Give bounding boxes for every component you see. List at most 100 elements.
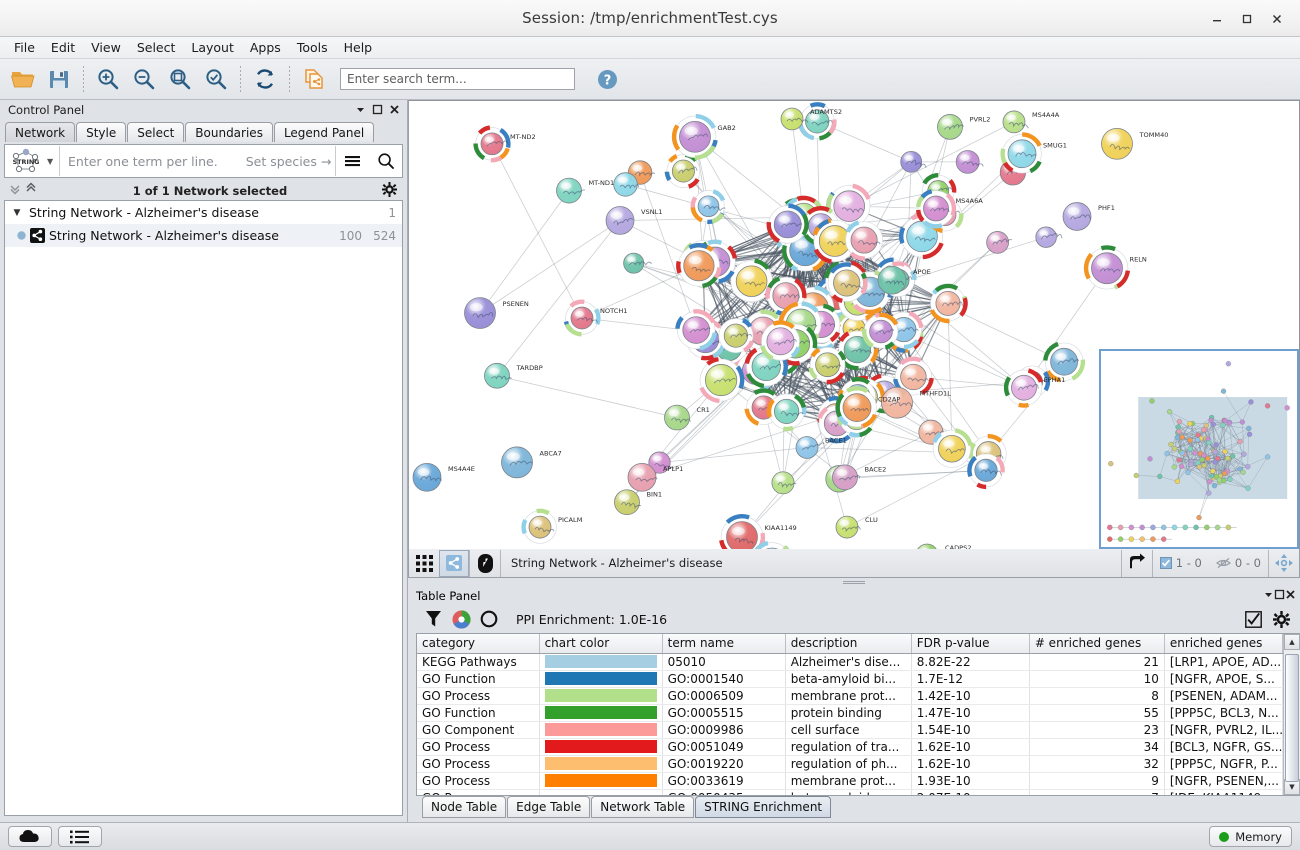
tab-string-enrichment[interactable]: STRING Enrichment	[695, 796, 832, 818]
menu-tools[interactable]: Tools	[296, 40, 328, 55]
maximize-button[interactable]	[1232, 4, 1262, 34]
tab-node-table[interactable]: Node Table	[422, 796, 507, 818]
birds-eye-view[interactable]	[1099, 349, 1299, 549]
table-row[interactable]: GO Function GO:0005515 protein binding 1.47…	[417, 704, 1283, 722]
tab-network-table[interactable]: Network Table	[591, 796, 695, 818]
refresh-icon[interactable]	[248, 62, 282, 96]
network-list-empty-area	[5, 247, 402, 815]
set-species-link[interactable]: Set species →	[245, 153, 332, 169]
tab-network[interactable]: Network	[5, 122, 76, 142]
tab-legend-panel[interactable]: Legend Panel	[273, 122, 375, 142]
table-row[interactable]: KEGG Pathways 05010 Alzheimer's dise... 8.8…	[417, 653, 1283, 671]
scroll-up-arrow-icon[interactable]: ▲	[1284, 634, 1300, 650]
minimize-button[interactable]	[1202, 4, 1232, 34]
close-icon[interactable]	[386, 102, 403, 118]
collapse-all-icon[interactable]	[8, 182, 22, 199]
gear-icon[interactable]	[382, 181, 397, 200]
table-row[interactable]: GO Process GO:0006509 membrane prot... 1.42…	[417, 687, 1283, 705]
network-group-row[interactable]: ▼ String Network - Alzheimer's disease 1	[5, 201, 402, 224]
col-term-name[interactable]: term name	[662, 634, 786, 654]
string-logo-icon[interactable]: STRING	[5, 145, 47, 177]
fit-content-icon[interactable]	[1269, 550, 1299, 577]
task-list-icon[interactable]	[58, 826, 102, 847]
ring-chart-icon[interactable]	[478, 608, 500, 630]
enrichment-table[interactable]: category chart color term name descripti…	[417, 634, 1283, 795]
gear-icon[interactable]	[1270, 608, 1292, 630]
cell-enriched-genes: [PSENEN, ADAM...	[1164, 687, 1283, 705]
scrollbar-thumb[interactable]	[1285, 654, 1299, 782]
table-vertical-scrollbar[interactable]: ▲ ▼	[1283, 634, 1300, 795]
expand-all-icon[interactable]	[24, 182, 38, 199]
zoom-fit-icon[interactable]	[163, 62, 197, 96]
grid-view-icon[interactable]	[409, 550, 439, 577]
table-row[interactable]: GO Process GO:0051049 regulation of tra...…	[417, 738, 1283, 756]
menu-help[interactable]: Help	[343, 40, 373, 55]
cell-chart-color	[539, 670, 663, 688]
zoom-out-icon[interactable]	[127, 62, 161, 96]
color-swatch	[544, 706, 657, 719]
table-row[interactable]: GO Function GO:0001540 beta-amyloid bi... 1…	[417, 670, 1283, 688]
svg-text:CADPS2: CADPS2	[945, 544, 972, 549]
col-chart-color[interactable]: chart color	[539, 634, 663, 654]
close-button[interactable]	[1262, 4, 1292, 34]
network-item-row[interactable]: String Network - Alzheimer's disease 100…	[5, 224, 402, 247]
float-panel-icon[interactable]	[369, 102, 386, 118]
open-folder-icon[interactable]	[6, 62, 40, 96]
color-swatch	[544, 757, 657, 770]
tab-select[interactable]: Select	[127, 122, 185, 142]
checkbox-checked-icon[interactable]	[1242, 608, 1264, 630]
close-icon[interactable]	[1285, 589, 1296, 603]
cloud-icon[interactable]	[8, 826, 52, 847]
col-enriched-genes[interactable]: enriched genes	[1164, 634, 1283, 654]
chevron-down-icon[interactable]	[352, 102, 369, 118]
help-icon[interactable]: ?	[590, 62, 624, 96]
annotation-icon[interactable]	[470, 550, 500, 577]
menu-view[interactable]: View	[91, 40, 121, 55]
birds-eye-canvas[interactable]	[1101, 351, 1297, 547]
table-row[interactable]: GO Process GO:0019220 regulation of ph... 1…	[417, 755, 1283, 773]
menu-edit[interactable]: Edit	[50, 40, 76, 55]
table-row[interactable]: GO Component GO:0009986 cell surface 1.54E-…	[417, 721, 1283, 739]
cell-term-name: GO:0006509	[662, 687, 786, 705]
chevron-down-icon[interactable]	[1263, 589, 1274, 603]
expand-arrow-icon[interactable]: ▼	[13, 207, 21, 218]
tab-boundaries[interactable]: Boundaries	[185, 122, 273, 142]
zoom-selected-icon[interactable]	[199, 62, 233, 96]
menu-layout[interactable]: Layout	[191, 40, 234, 55]
zoom-in-icon[interactable]	[91, 62, 125, 96]
enrichment-table-scroll[interactable]: category chart color term name descripti…	[417, 634, 1283, 795]
magnifier-icon[interactable]	[369, 145, 402, 177]
hamburger-menu-icon[interactable]	[336, 145, 369, 177]
export-network-icon[interactable]	[297, 62, 331, 96]
menu-select[interactable]: Select	[136, 40, 176, 55]
chevron-down-icon[interactable]: ▼	[47, 156, 54, 166]
tab-style[interactable]: Style	[76, 122, 127, 142]
filter-icon[interactable]	[422, 608, 444, 630]
network-list[interactable]: ▼ String Network - Alzheimer's disease 1	[4, 200, 403, 816]
col-category[interactable]: category	[417, 634, 540, 654]
menu-file[interactable]: File	[14, 40, 35, 55]
network-share-icon[interactable]	[439, 549, 469, 577]
memory-indicator[interactable]: Memory	[1209, 826, 1292, 847]
table-row[interactable]: GO Process GO:0033619 membrane prot... 1.93…	[417, 772, 1283, 790]
scrollbar-track[interactable]	[1284, 650, 1300, 782]
menu-apps[interactable]: Apps	[249, 40, 281, 55]
col-fdr-pvalue[interactable]: FDR p-value	[911, 634, 1030, 654]
string-network-graph[interactable]: MT-ND2 MT-ND1 VSNL1 GAB2 ADAMTS2 PVRL2 SMUG1 TO…	[409, 101, 1299, 549]
export-image-icon[interactable]	[1122, 550, 1152, 577]
enrichment-table-body[interactable]: KEGG Pathways 05010 Alzheimer's dise... 8.8…	[417, 653, 1283, 795]
network-canvas[interactable]: MT-ND2 MT-ND1 VSNL1 GAB2 ADAMTS2 PVRL2 SMUG1 TO…	[409, 100, 1300, 549]
horizontal-splitter[interactable]	[408, 578, 1300, 586]
string-term-input[interactable]: Enter one term per line. Set species →	[60, 154, 335, 169]
save-icon[interactable]	[42, 62, 76, 96]
color-wheel-icon[interactable]	[450, 608, 472, 630]
float-panel-icon[interactable]	[1274, 589, 1285, 603]
control-panel: Control Panel Network Style Select Bound…	[0, 100, 408, 822]
cell-fdr-pvalue: 1.54E-10	[911, 721, 1030, 739]
col-enriched-count[interactable]: # enriched genes	[1029, 634, 1165, 654]
svg-text:MS4A4A: MS4A4A	[1032, 111, 1060, 119]
table-row[interactable]: GO Process GO:0050435beta-amyloid m...2.0…	[417, 789, 1283, 795]
tab-edge-table[interactable]: Edge Table	[507, 796, 591, 818]
col-description[interactable]: description	[785, 634, 912, 654]
search-input[interactable]: Enter search term...	[340, 68, 575, 90]
